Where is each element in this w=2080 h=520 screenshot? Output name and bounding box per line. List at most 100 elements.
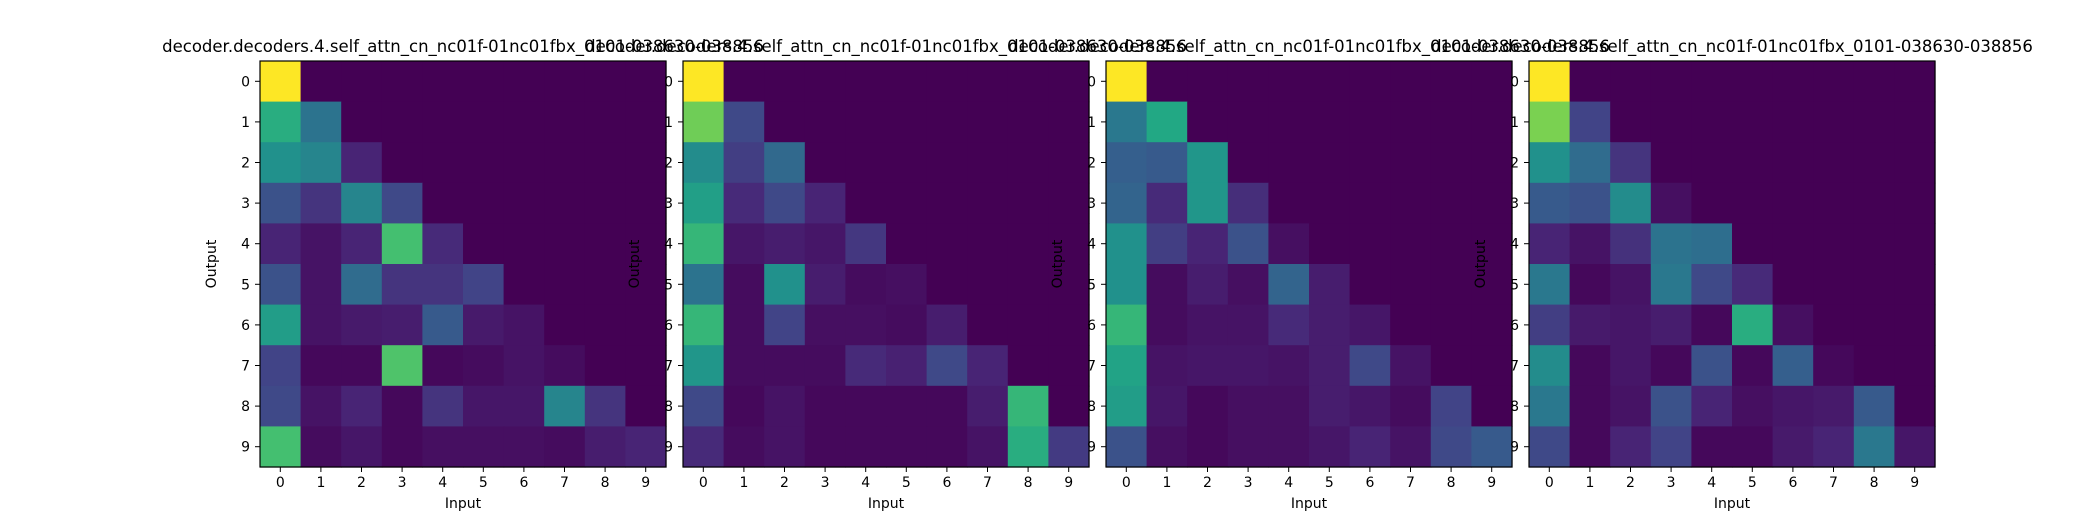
- heatmap-cell: [1106, 426, 1148, 468]
- heatmap-cell: [1227, 304, 1269, 346]
- heatmap-cell: [967, 61, 1009, 103]
- heatmap-cell: [886, 182, 928, 224]
- y-tick-label: 5: [1510, 277, 1519, 293]
- heatmap-cell: [584, 61, 626, 103]
- heatmap-cell: [1048, 426, 1090, 468]
- heatmap-cell: [1569, 264, 1611, 306]
- x-tick-label: 5: [1325, 475, 1334, 491]
- heatmap-cell: [1529, 101, 1571, 143]
- y-tick-label: 7: [1510, 359, 1519, 375]
- heatmap-cell: [967, 304, 1009, 346]
- heatmap-cell: [544, 223, 586, 265]
- x-tick-label: 2: [780, 475, 789, 491]
- heatmap-cell: [341, 385, 383, 427]
- x-tick-label: 7: [1829, 475, 1838, 491]
- heatmap-cell: [1390, 223, 1432, 265]
- heatmap-cell: [926, 385, 968, 427]
- heatmap-cell: [1894, 426, 1936, 468]
- x-axis-label: Input: [1714, 496, 1751, 512]
- heatmap-cell: [804, 345, 846, 387]
- y-tick-label: 4: [1510, 237, 1519, 253]
- heatmap-cell: [1471, 304, 1513, 346]
- y-tick-label: 3: [1087, 196, 1096, 212]
- heatmap-cell: [584, 426, 626, 468]
- heatmap-cell: [804, 142, 846, 184]
- heatmap-cell: [463, 101, 505, 143]
- heatmap-cell: [300, 223, 342, 265]
- heatmap-cell: [381, 345, 423, 387]
- heatmap-cell: [503, 304, 545, 346]
- heatmap-cell: [1309, 426, 1351, 468]
- x-tick-label: 3: [1244, 475, 1253, 491]
- y-tick-label: 8: [1510, 399, 1519, 415]
- heatmap-cell: [886, 264, 928, 306]
- x-tick-label: 2: [1626, 475, 1635, 491]
- heatmap-cell: [1529, 61, 1571, 103]
- heatmap-cell: [1772, 182, 1814, 224]
- heatmap-cell: [1187, 385, 1229, 427]
- heatmap-cell: [683, 345, 725, 387]
- heatmap-panel-3: 0 1 2 3 4 5 6 7 8 9 0 1 2 3 4 5 6 7 8 9 Input Output decoder.d…: [1008, 37, 1610, 512]
- heatmap-cell: [381, 101, 423, 143]
- x-tick-label: 0: [699, 475, 708, 491]
- heatmap-cell: [341, 345, 383, 387]
- heatmap-cell: [463, 385, 505, 427]
- heatmap-cell: [1894, 304, 1936, 346]
- heatmap-cell: [1529, 264, 1571, 306]
- heatmap-cell: [723, 101, 765, 143]
- heatmap-cell: [300, 61, 342, 103]
- heatmap-cell: [463, 223, 505, 265]
- heatmap-cell: [381, 385, 423, 427]
- x-tick-label: 8: [1447, 475, 1456, 491]
- heatmap-cell: [1430, 426, 1472, 468]
- heatmap-cell: [1529, 426, 1571, 468]
- heatmap-cell: [1146, 304, 1188, 346]
- heatmap-cell: [463, 345, 505, 387]
- heatmap-cell: [1390, 264, 1432, 306]
- y-tick-label: 7: [1087, 359, 1096, 375]
- heatmap-cell: [1146, 182, 1188, 224]
- heatmap-cell: [723, 182, 765, 224]
- heatmap-cell: [1772, 426, 1814, 468]
- heatmap-cell: [967, 426, 1009, 468]
- heatmap-cell: [260, 426, 302, 468]
- heatmap-cell: [1390, 142, 1432, 184]
- heatmap-cell: [926, 101, 968, 143]
- heatmap-cell: [1650, 61, 1692, 103]
- heatmap-cell: [1007, 264, 1049, 306]
- heatmap-cell: [886, 385, 928, 427]
- y-tick-label: 7: [664, 359, 673, 375]
- y-tick-label: 0: [1087, 74, 1096, 90]
- heatmap-cell: [503, 345, 545, 387]
- heatmap-cell: [1309, 304, 1351, 346]
- heatmap-cell: [1569, 304, 1611, 346]
- heatmap-cell: [463, 426, 505, 468]
- y-tick-label: 6: [1087, 318, 1096, 334]
- heatmap-cell: [764, 426, 806, 468]
- heatmap-cell: [1430, 304, 1472, 346]
- heatmap-cell: [886, 426, 928, 468]
- heatmap-cell: [1349, 182, 1391, 224]
- heatmap-cell: [764, 142, 806, 184]
- heatmap-cell: [926, 142, 968, 184]
- heatmap-cell: [584, 345, 626, 387]
- x-tick-label: 8: [1024, 475, 1033, 491]
- heatmap-cell: [1569, 385, 1611, 427]
- heatmap-cell: [1048, 223, 1090, 265]
- heatmap-cell: [260, 345, 302, 387]
- heatmap-cell: [1813, 385, 1855, 427]
- x-tick-label: 6: [1365, 475, 1374, 491]
- y-tick-label: 9: [241, 440, 250, 456]
- heatmap-cell: [1691, 385, 1733, 427]
- heatmap-cell: [1894, 345, 1936, 387]
- heatmap-cell: [683, 182, 725, 224]
- heatmap-cell: [381, 61, 423, 103]
- heatmap-cell: [1309, 385, 1351, 427]
- heatmap-cell: [1894, 101, 1936, 143]
- y-axis-label: Output: [1050, 239, 1066, 288]
- heatmap-cell: [422, 223, 464, 265]
- y-tick-label: 5: [1087, 277, 1096, 293]
- heatmap-cell: [544, 385, 586, 427]
- heatmap-cell: [845, 345, 887, 387]
- y-tick-label: 0: [1510, 74, 1519, 90]
